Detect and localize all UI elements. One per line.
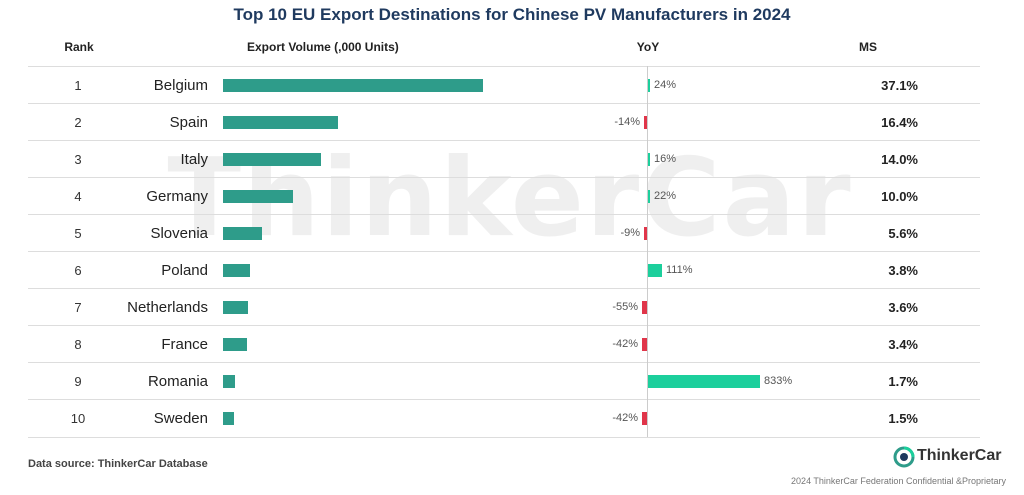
- yoy-label: -42%: [612, 412, 638, 424]
- country-label: Sweden: [153, 410, 208, 427]
- country-label: Poland: [161, 262, 208, 279]
- rank-cell: 6: [74, 263, 82, 278]
- header-ms: MS: [859, 40, 877, 54]
- rank-cell: 1: [74, 78, 82, 93]
- table-row: 8 France -42% 3.4%: [28, 325, 980, 363]
- header-volume: Export Volume (,000 Units): [247, 40, 399, 54]
- yoy-label: 22%: [654, 190, 677, 202]
- volume-bar: [223, 375, 235, 388]
- logo-text: ThinkerCar: [917, 447, 1002, 464]
- yoy-bar: [647, 79, 650, 92]
- country-label: Italy: [180, 151, 208, 168]
- rank-cell: 8: [74, 337, 82, 352]
- table-row: 3 Italy 16% 14.0%: [28, 140, 980, 178]
- country-label: France: [161, 336, 208, 353]
- table-row: 7 Netherlands -55% 3.6%: [28, 288, 980, 326]
- thinkercar-logo-icon: [893, 446, 915, 468]
- table-row: 10 Sweden -42% 1.5%: [28, 399, 980, 438]
- header-rank: Rank: [64, 40, 94, 54]
- country-label: Netherlands: [127, 299, 208, 316]
- ms-cell: 37.1%: [881, 78, 918, 93]
- table-row: 5 Slovenia -9% 5.6%: [28, 214, 980, 252]
- table-row: 9 Romania 833% 1.7%: [28, 362, 980, 400]
- yoy-label: 111%: [666, 264, 693, 276]
- yoy-bar: [647, 264, 662, 277]
- yoy-bar: [647, 153, 650, 166]
- rank-cell: 4: [74, 189, 82, 204]
- yoy-label: 833%: [764, 375, 793, 387]
- header-yoy: YoY: [636, 40, 660, 54]
- volume-bar: [223, 227, 263, 240]
- yoy-bar: [647, 190, 650, 203]
- ms-cell: 1.5%: [888, 411, 918, 426]
- yoy-bar: [644, 116, 647, 129]
- table-row: 1 Belgium 24% 37.1%: [28, 66, 980, 104]
- country-label: Germany: [146, 188, 208, 205]
- ms-cell: 14.0%: [881, 152, 918, 167]
- yoy-label: 16%: [654, 153, 677, 165]
- volume-bar: [223, 301, 249, 314]
- rank-cell: 5: [74, 226, 82, 241]
- volume-bar: [223, 338, 247, 351]
- volume-bar: [223, 264, 250, 277]
- ms-cell: 3.6%: [888, 300, 918, 315]
- ms-cell: 1.7%: [888, 374, 918, 389]
- ms-cell: 16.4%: [881, 115, 918, 130]
- yoy-axis-line: [647, 66, 648, 437]
- yoy-bar: [647, 375, 760, 388]
- ms-cell: 5.6%: [888, 226, 918, 241]
- volume-bar: [223, 190, 294, 203]
- volume-bar: [223, 79, 483, 92]
- country-label: Slovenia: [150, 225, 208, 242]
- volume-bar: [223, 116, 338, 129]
- country-label: Romania: [147, 373, 208, 390]
- yoy-bar: [642, 338, 647, 351]
- data-source: Data source: ThinkerCar Database: [28, 458, 208, 470]
- rank-cell: 10: [70, 411, 86, 426]
- chart-title: Top 10 EU Export Destinations for Chines…: [233, 5, 791, 24]
- yoy-label: -14%: [614, 116, 640, 128]
- table-row: 2 Spain -14% 16.4%: [28, 103, 980, 141]
- yoy-label: -55%: [612, 301, 638, 313]
- rank-cell: 2: [74, 115, 82, 130]
- volume-bar: [223, 412, 234, 425]
- yoy-bar: [642, 412, 647, 425]
- ms-cell: 10.0%: [881, 189, 918, 204]
- volume-bar: [223, 153, 322, 166]
- yoy-label: -42%: [612, 338, 638, 350]
- yoy-bar: [644, 227, 647, 240]
- yoy-bar: [642, 301, 647, 314]
- country-label: Belgium: [153, 77, 208, 94]
- yoy-label: 24%: [654, 79, 677, 91]
- rank-cell: 9: [74, 374, 82, 389]
- rank-cell: 3: [74, 152, 82, 167]
- yoy-label: -9%: [620, 227, 640, 239]
- table-row: 6 Poland 111% 3.8%: [28, 251, 980, 289]
- table-row: 4 Germany 22% 10.0%: [28, 177, 980, 215]
- country-label: Spain: [169, 114, 208, 131]
- rank-cell: 7: [74, 300, 82, 315]
- ms-cell: 3.4%: [888, 337, 918, 352]
- ms-cell: 3.8%: [888, 263, 918, 278]
- footer-note: 2024 ThinkerCar Federation Confidential …: [791, 476, 1006, 486]
